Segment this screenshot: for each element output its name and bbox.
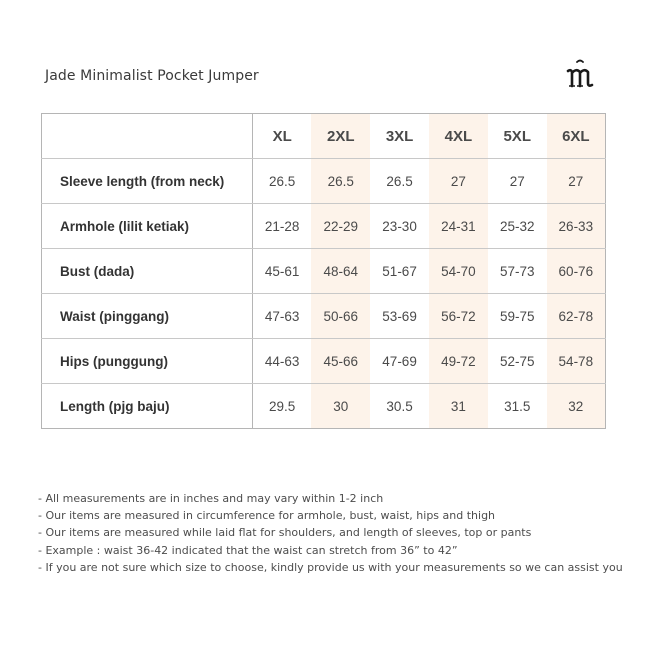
size-header-5xl: 5XL: [487, 113, 547, 159]
table-cell: 27: [428, 158, 488, 204]
table-row: Bust (dada) 45-61 48-64 51-67 54-70 57-7…: [41, 248, 606, 294]
table-cell: 31.5: [487, 383, 547, 429]
note-item: - All measurements are in inches and may…: [38, 492, 384, 505]
size-chart-table: XL 2XL 3XL 4XL 5XL 6XL Sleeve length (fr…: [41, 113, 606, 429]
table-row: Hips (punggung) 44-63 45-66 47-69 49-72 …: [41, 338, 606, 384]
table-cell: 53-69: [370, 293, 429, 339]
table-row: Waist (pinggang) 47-63 50-66 53-69 56-72…: [41, 293, 606, 339]
measurement-notes: - All measurements are in inches and may…: [38, 490, 623, 576]
size-header-6xl: 6XL: [546, 113, 606, 159]
row-label: Waist (pinggang): [41, 293, 253, 339]
table-cell: 21-28: [252, 203, 312, 249]
table-cell: 30.5: [370, 383, 429, 429]
table-row: Armhole (lilit ketiak) 21-28 22-29 23-30…: [41, 203, 606, 249]
brand-logo-icon: [566, 59, 594, 88]
size-header-3xl: 3XL: [370, 113, 429, 159]
page-title: Jade Minimalist Pocket Jumper: [45, 68, 259, 84]
table-cell: 44-63: [252, 338, 312, 384]
table-corner-cell: [41, 113, 253, 159]
table-row: Length (pjg baju) 29.5 30 30.5 31 31.5 3…: [41, 383, 606, 429]
table-cell: 60-76: [546, 248, 606, 294]
table-cell: 54-78: [546, 338, 606, 384]
table-cell: 45-66: [311, 338, 371, 384]
table-cell: 27: [546, 158, 606, 204]
table-cell: 26.5: [370, 158, 429, 204]
row-label: Hips (punggung): [41, 338, 253, 384]
table-cell: 27: [487, 158, 547, 204]
table-row: Sleeve length (from neck) 26.5 26.5 26.5…: [41, 158, 606, 204]
table-cell: 23-30: [370, 203, 429, 249]
table-cell: 25-32: [487, 203, 547, 249]
table-header-row: XL 2XL 3XL 4XL 5XL 6XL: [41, 113, 606, 159]
table-cell: 45-61: [252, 248, 312, 294]
table-cell: 26.5: [311, 158, 371, 204]
size-header-xl: XL: [252, 113, 312, 159]
table-cell: 50-66: [311, 293, 371, 339]
table-cell: 24-31: [428, 203, 488, 249]
table-cell: 26-33: [546, 203, 606, 249]
table-cell: 30: [311, 383, 371, 429]
table-cell: 47-69: [370, 338, 429, 384]
row-label: Bust (dada): [41, 248, 253, 294]
table-cell: 32: [546, 383, 606, 429]
size-header-4xl: 4XL: [428, 113, 488, 159]
row-label: Length (pjg baju): [41, 383, 253, 429]
size-header-2xl: 2XL: [311, 113, 371, 159]
note-item: - Our items are measured while laid flat…: [38, 526, 532, 540]
table-cell: 51-67: [370, 248, 429, 294]
table-cell: 59-75: [487, 293, 547, 339]
table-cell: 57-73: [487, 248, 547, 294]
table-cell: 54-70: [428, 248, 488, 294]
row-label: Armhole (lilit ketiak): [41, 203, 253, 249]
note-item: - Our items are measured in circumferenc…: [38, 509, 496, 523]
table-cell: 49-72: [428, 338, 488, 384]
table-cell: 62-78: [546, 293, 606, 339]
table-cell: 52-75: [487, 338, 547, 384]
table-cell: 31: [428, 383, 488, 429]
note-item: - If you are not sure which size to choo…: [38, 560, 623, 574]
table-cell: 22-29: [311, 203, 371, 249]
table-cell: 26.5: [252, 158, 312, 204]
table-cell: 47-63: [252, 293, 312, 339]
row-label: Sleeve length (from neck): [41, 158, 253, 204]
note-item: - Example : waist 36-42 indicated that t…: [38, 543, 458, 557]
table-cell: 29.5: [252, 383, 312, 429]
table-cell: 56-72: [428, 293, 488, 339]
table-cell: 48-64: [311, 248, 371, 294]
